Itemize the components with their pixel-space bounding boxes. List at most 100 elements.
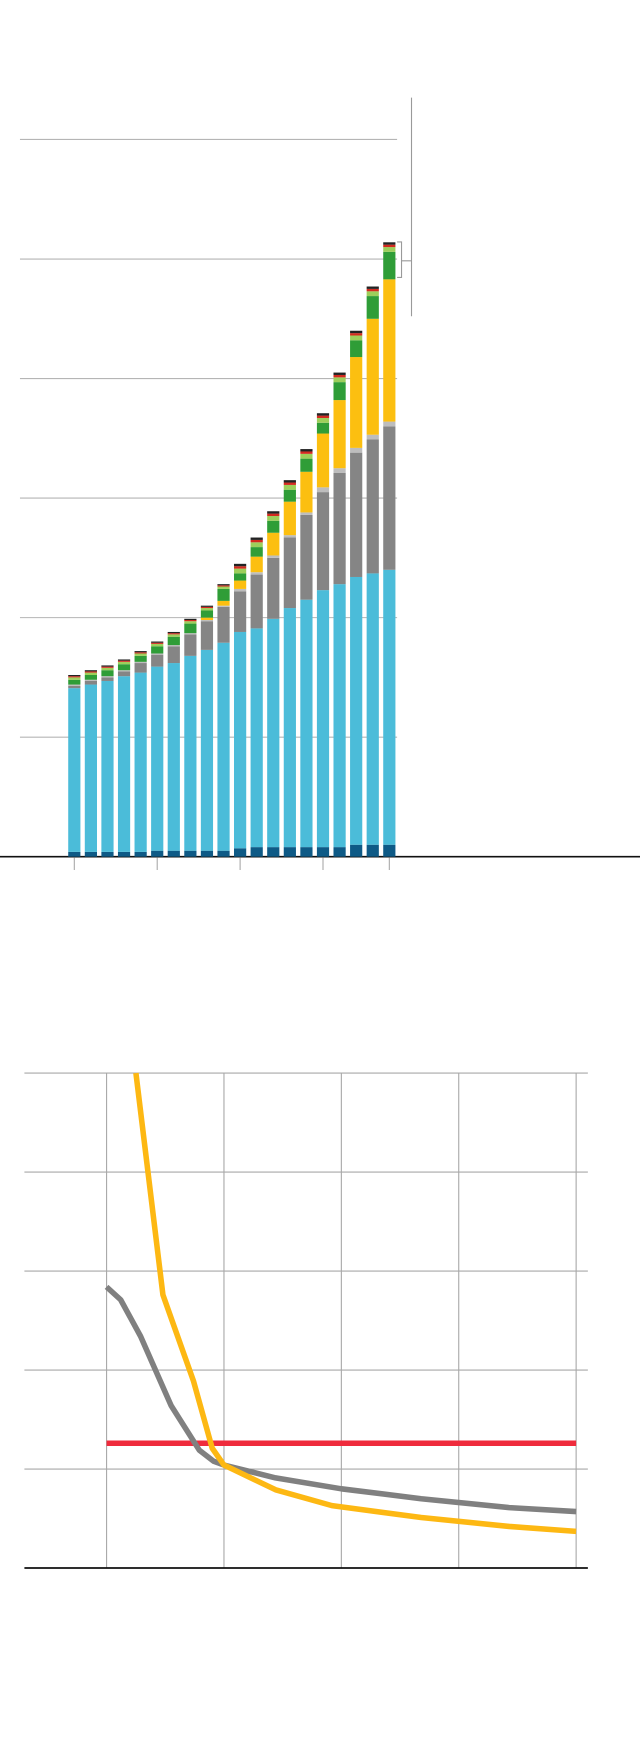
bar-segment bbox=[267, 513, 280, 517]
bar-segment bbox=[383, 279, 396, 422]
bar-segment bbox=[300, 599, 313, 848]
bar-segment bbox=[366, 434, 379, 440]
bar-segment bbox=[250, 574, 263, 629]
bar-segment bbox=[68, 851, 81, 857]
bar-segment bbox=[151, 654, 164, 667]
bar-segment bbox=[234, 848, 247, 857]
bar-segment bbox=[117, 660, 131, 662]
bar-segment bbox=[68, 684, 81, 686]
bar-segment bbox=[234, 588, 247, 592]
bar-segment bbox=[167, 663, 180, 851]
bar-segment bbox=[300, 512, 313, 515]
bar-segment bbox=[267, 516, 280, 521]
bar-segment bbox=[167, 631, 180, 634]
bar-segment bbox=[283, 535, 296, 538]
bar-segment bbox=[184, 633, 197, 635]
bar-segment bbox=[383, 421, 396, 427]
bar-segment bbox=[151, 641, 164, 643]
bar-segment bbox=[101, 667, 114, 671]
bar-segment bbox=[68, 685, 81, 689]
bar-segment bbox=[267, 618, 280, 848]
bar-segment bbox=[101, 670, 114, 677]
bar-segment bbox=[117, 664, 131, 671]
bar-segment bbox=[134, 651, 147, 653]
bar-segment bbox=[350, 452, 363, 577]
bar-segment bbox=[217, 605, 230, 607]
bar-segment bbox=[217, 600, 230, 606]
bar-segment bbox=[383, 244, 396, 248]
bar-segment bbox=[200, 621, 214, 650]
bar-segment bbox=[267, 532, 280, 556]
bar-segment bbox=[366, 439, 379, 574]
bar-segment bbox=[333, 372, 346, 375]
bar-segment bbox=[84, 671, 97, 673]
bar-segment bbox=[68, 674, 81, 677]
bar-segment bbox=[283, 537, 296, 609]
bar-segment bbox=[184, 634, 197, 656]
bar-segment bbox=[117, 659, 131, 661]
bar-segment bbox=[217, 586, 230, 589]
bar-segment bbox=[350, 335, 363, 341]
bar-segment bbox=[151, 642, 164, 644]
bar-segment bbox=[350, 340, 363, 358]
bar-segment bbox=[316, 492, 330, 591]
bar-segment bbox=[68, 688, 81, 852]
bar-segment bbox=[217, 850, 230, 857]
bar-segment bbox=[383, 247, 396, 252]
bar-segment bbox=[117, 676, 131, 852]
bar-segment bbox=[300, 449, 313, 452]
bar-segment bbox=[383, 426, 396, 570]
bar-segment bbox=[200, 605, 214, 607]
bar-segment bbox=[200, 620, 214, 622]
bar-segment bbox=[333, 377, 346, 383]
bar-segment bbox=[366, 296, 379, 319]
bar-segment bbox=[300, 451, 313, 454]
bar-segment bbox=[184, 618, 197, 621]
bar-segment bbox=[267, 511, 280, 514]
bar-segment bbox=[366, 288, 379, 292]
bar-segment bbox=[283, 608, 296, 848]
bar-segment bbox=[101, 676, 114, 678]
bar-segment bbox=[234, 591, 247, 632]
bar-segment bbox=[68, 677, 81, 680]
bar-segment bbox=[366, 318, 379, 435]
bar-segment bbox=[184, 850, 197, 857]
bar-segment bbox=[267, 555, 280, 558]
line-series bbox=[104, 1284, 577, 1515]
bar-segment bbox=[316, 433, 330, 488]
bar-segment bbox=[250, 547, 263, 557]
bar-segment bbox=[283, 847, 296, 857]
bar-segment bbox=[316, 413, 330, 416]
bar-segment bbox=[134, 851, 147, 857]
bar-segment bbox=[167, 646, 180, 664]
bar-segment bbox=[250, 847, 263, 857]
bar-segment bbox=[101, 665, 114, 667]
bar-segment bbox=[300, 458, 313, 472]
bar-segment bbox=[68, 679, 81, 685]
bar-segment bbox=[333, 468, 346, 473]
bar-segment bbox=[333, 400, 346, 469]
bar-segment bbox=[200, 608, 214, 611]
bar-segment bbox=[151, 850, 164, 857]
bar-segment bbox=[200, 649, 214, 851]
bar-segment bbox=[101, 680, 114, 852]
bar-segment bbox=[84, 670, 97, 672]
bar-segment bbox=[350, 333, 363, 336]
bar-segment bbox=[167, 636, 180, 646]
bar-segment bbox=[217, 584, 230, 586]
bar-segment bbox=[84, 672, 97, 675]
bar-segment bbox=[250, 537, 263, 540]
bar-segment bbox=[300, 847, 313, 857]
bar-segment bbox=[167, 645, 180, 647]
bar-segment bbox=[200, 850, 214, 857]
bar-segment bbox=[250, 572, 263, 575]
bar-segment bbox=[283, 480, 296, 483]
bar-segment bbox=[84, 680, 97, 685]
bar-segment bbox=[350, 330, 363, 334]
bar-segment bbox=[283, 482, 296, 485]
bar-segment bbox=[134, 661, 147, 664]
bar-segment bbox=[101, 851, 114, 857]
bar-segment bbox=[333, 847, 346, 857]
bar-segment bbox=[350, 447, 363, 453]
